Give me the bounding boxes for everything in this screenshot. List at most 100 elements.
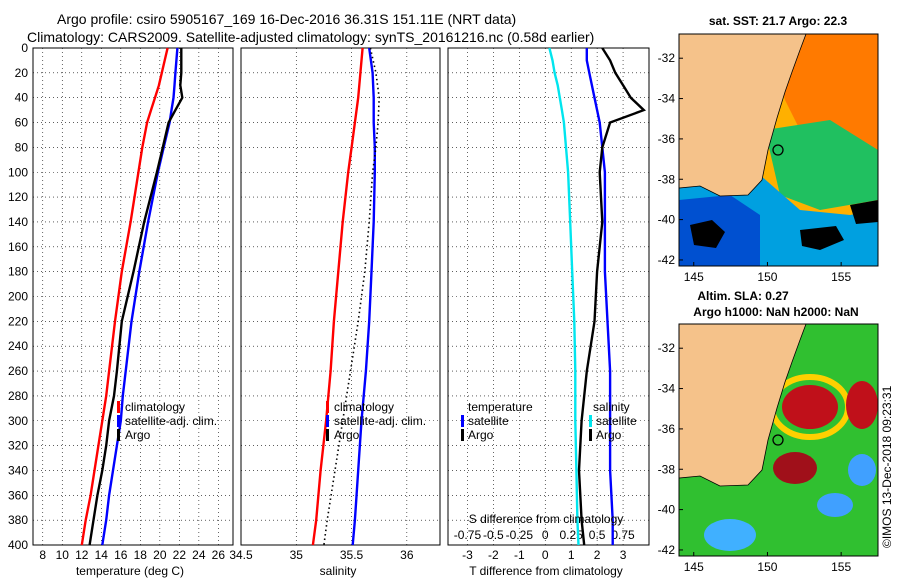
legend-swatch-argo — [326, 429, 329, 441]
temperature-line-climatology — [80, 47, 169, 546]
legend-label-t-argo: Argo — [468, 428, 494, 442]
x-tick-label-16: 16 — [114, 548, 128, 562]
sst-map-land — [678, 33, 807, 197]
map-x-tick-label-155: 155 — [831, 560, 851, 574]
map-x-tick-label-145: 145 — [684, 270, 704, 284]
salinity-line-satellite-adj — [351, 47, 376, 546]
map-y-tick-label--32: -32 — [658, 51, 676, 65]
s-tick-label-0: 0 — [542, 528, 549, 542]
salinity-panel: 34.5 35 35.5 36 climatology satellite-adj. … — [229, 47, 441, 578]
map-y-tick-label--32: -32 — [658, 341, 676, 355]
legend-swatch-satellite-adj — [117, 415, 120, 427]
y-tick-label-240: 240 — [8, 339, 28, 353]
legend-label-s-argo: Argo — [596, 428, 622, 442]
s-tick-label--0.5: -0.5 — [483, 528, 504, 542]
s-difference-x-label: S difference from climatology — [469, 512, 624, 526]
y-tick-label-40: 40 — [15, 91, 29, 105]
x-tick-label-2: 2 — [594, 548, 601, 562]
salinity-grid — [240, 47, 440, 546]
y-tick-label-180: 180 — [8, 265, 28, 279]
salinity-legend: climatology satellite-adj. clim. Argo — [326, 400, 426, 442]
map-y-tick-label--34: -34 — [658, 382, 676, 396]
legend-swatch-climatology — [117, 401, 120, 413]
sla-map-title-line1: Altim. SLA: 0.27 — [697, 289, 789, 303]
sla-map-argo-marker — [772, 434, 784, 446]
legend-label-satellite-adj: satellite-adj. clim. — [125, 414, 217, 428]
sla-map-axes: 145 150 155 -32 -34 -36 -38 -40 -42 — [658, 341, 852, 574]
salinity-x-label: salinity — [320, 564, 357, 578]
legend-label-s-satellite: satellite — [596, 414, 637, 428]
map-x-tick-label-150: 150 — [757, 560, 777, 574]
legend-label-t-satellite: satellite — [468, 414, 509, 428]
sla-map-title-line2: Argo h1000: NaN h2000: NaN — [693, 305, 858, 319]
difference-line-t-argo — [577, 47, 647, 546]
legend-label-satellite-adj: satellite-adj. clim. — [334, 414, 426, 428]
sst-map-title: sat. SST: 21.7 Argo: 22.3 — [709, 14, 848, 28]
y-tick-label-140: 140 — [8, 215, 28, 229]
map-y-tick-label--40: -40 — [658, 213, 676, 227]
difference-panel: -3 -2 -1 0 1 2 3 -0.75 -0.5 -0.25 0 0.25 0.5 0.75 te… — [447, 47, 650, 578]
y-tick-label-220: 220 — [8, 314, 28, 328]
x-tick-label-24: 24 — [192, 548, 206, 562]
legend-swatch-argo — [117, 429, 120, 441]
legend-label-climatology: climatology — [125, 400, 185, 414]
legend-heading-salinity: salinity — [593, 400, 630, 414]
difference-grid — [448, 47, 649, 546]
y-tick-label-340: 340 — [8, 463, 28, 477]
sla-map-land — [678, 323, 807, 487]
x-tick-label-14: 14 — [95, 548, 109, 562]
y-tick-label-400: 400 — [8, 538, 28, 552]
x-tick-label-10: 10 — [56, 548, 70, 562]
map-x-tick-label-155: 155 — [831, 270, 851, 284]
x-tick-label-36: 36 — [400, 548, 414, 562]
map-y-tick-label--42: -42 — [658, 253, 676, 267]
x-tick-label--2: -2 — [488, 548, 499, 562]
legend-swatch-t-argo — [461, 429, 464, 441]
salinity-series — [311, 47, 381, 546]
x-tick-label-12: 12 — [75, 548, 89, 562]
x-tick-label--3: -3 — [462, 548, 473, 562]
imos-timestamp: ©IMOS 13-Dec-2018 09:23:31 — [880, 385, 894, 548]
x-tick-label-0: 0 — [542, 548, 549, 562]
difference-line-s-satellite — [548, 47, 580, 546]
x-tick-label--1: -1 — [514, 548, 525, 562]
temperature-series — [80, 47, 184, 546]
figure-title-line1: Argo profile: csiro 5905167_169 16-Dec-2… — [57, 11, 516, 27]
map-y-tick-label--38: -38 — [658, 462, 676, 476]
legend-swatch-s-argo — [589, 429, 592, 441]
map-y-tick-label--34: -34 — [658, 92, 676, 106]
sst-map-frame — [678, 33, 879, 267]
temperature-x-label: temperature (deg C) — [76, 564, 184, 578]
map-y-tick-label--36: -36 — [658, 422, 676, 436]
temperature-panel: 8 10 12 14 16 18 20 22 24 26 0 20 40 60 80 100 120 140 16… — [8, 41, 234, 578]
t-difference-x-ticks: -3 -2 -1 0 1 2 3 — [462, 548, 627, 562]
y-tick-label-120: 120 — [8, 190, 28, 204]
sla-map-low-3 — [704, 519, 756, 551]
sla-map-high-2 — [846, 381, 878, 429]
y-tick-label-100: 100 — [8, 165, 28, 179]
sst-map-cloud — [690, 200, 878, 250]
y-tick-label-260: 260 — [8, 364, 28, 378]
map-x-tick-label-150: 150 — [757, 270, 777, 284]
x-tick-label-35: 35 — [290, 548, 304, 562]
x-tick-label-18: 18 — [134, 548, 148, 562]
y-tick-label-360: 360 — [8, 488, 28, 502]
legend-swatch-climatology — [326, 401, 329, 413]
s-tick-label-0.5: 0.5 — [589, 528, 606, 542]
difference-series — [548, 47, 647, 546]
x-tick-label-3: 3 — [620, 548, 627, 562]
y-tick-label-300: 300 — [8, 414, 28, 428]
x-tick-label-26: 26 — [212, 548, 226, 562]
y-tick-label-200: 200 — [8, 290, 28, 304]
sla-map-low-2 — [817, 493, 853, 517]
y-tick-label-320: 320 — [8, 439, 28, 453]
temperature-grid — [33, 47, 233, 546]
y-tick-label-380: 380 — [8, 513, 28, 527]
s-tick-label--0.25: -0.25 — [506, 528, 534, 542]
salinity-line-argo — [323, 47, 381, 546]
y-tick-label-0: 0 — [21, 41, 28, 55]
difference-line-t-satellite — [585, 48, 614, 545]
s-tick-label-0.75: 0.75 — [611, 528, 635, 542]
difference-legend: temperature satellite Argo salinity sate… — [461, 400, 637, 442]
